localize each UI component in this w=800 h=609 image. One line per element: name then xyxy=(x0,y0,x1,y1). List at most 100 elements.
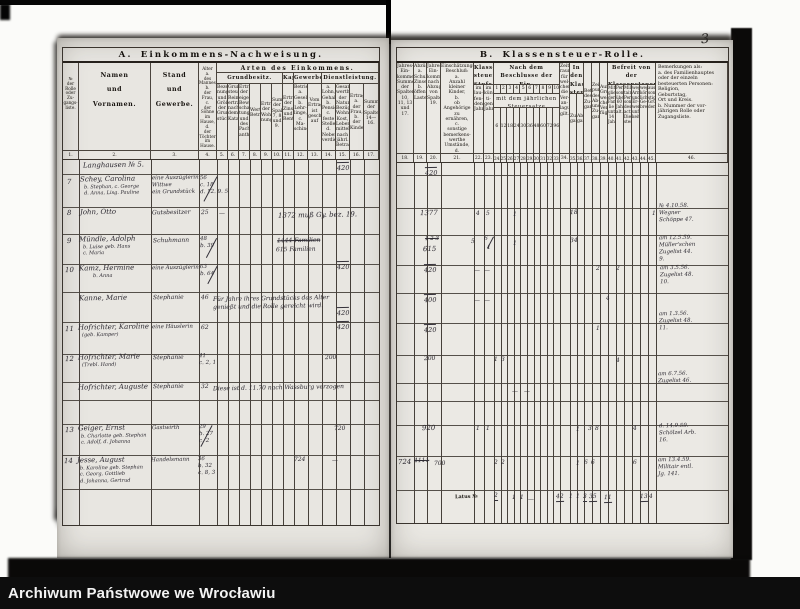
hw-R-r10-c38a: 3 xyxy=(587,424,592,433)
hw-R-r8-d1: — xyxy=(511,387,519,396)
hw-r2-note: 1372 muß Gy. bez. 19. xyxy=(277,210,358,220)
hw-R-r4-c35: 2 xyxy=(595,264,600,273)
hw-R-r4-c36: 2 xyxy=(615,264,620,273)
hw-R-r1-sum: 420 xyxy=(424,166,438,178)
hw-r2-alter: 25 xyxy=(200,208,209,217)
stufe-1: 1 xyxy=(494,85,501,94)
hw-R-r11-c24: 2 xyxy=(493,458,498,467)
hw-r4-num: 10 xyxy=(64,265,74,275)
colnum-27: 27. xyxy=(513,153,521,162)
hw-r2-stand: Gutsbesitzer xyxy=(151,208,191,217)
header-col6: Grund- steuer- Rein- ertrag nach dem Kat… xyxy=(228,84,239,150)
scan-edge-top xyxy=(0,0,389,5)
group-in-den-stufen: In den Klassen- steuer- Stufen xyxy=(569,63,584,94)
colnum-44: 44. xyxy=(639,153,648,162)
colnum-32: 32. xyxy=(546,153,554,162)
hw-r5-note: Für Jahre ihres Grundstücks das Alter ge… xyxy=(212,294,330,311)
hw-r6-stand: eine Häuslerin xyxy=(151,323,193,331)
hw-R-r4-d2: — xyxy=(483,266,491,275)
satz-4: 24 xyxy=(514,108,521,153)
hw-R-r3-c23b: 1 xyxy=(486,243,491,252)
satz-9: 72 xyxy=(547,108,554,153)
hw-R-r2-c45: 1 xyxy=(651,209,656,218)
hw-R-r5-d2: — xyxy=(483,296,491,305)
hw-r10-stand: Gastwirth xyxy=(151,424,180,432)
hw-r5-sum: 420 xyxy=(336,306,350,318)
hw-R-r10-c22: 1 xyxy=(475,424,480,433)
stufe-9: 9 xyxy=(546,85,554,94)
hw-r11-dash: — xyxy=(331,456,339,465)
hw-r3-family: b. Luise geb. Hans c. Maria xyxy=(82,243,131,257)
scan-blob-top-left xyxy=(0,4,10,20)
hw-R-r11-sum: 724 xyxy=(397,457,412,467)
right-page: B. Klassensteuer-Rolle. Jahres- Ein- kom… xyxy=(391,40,733,558)
colnum-10: 10. xyxy=(272,150,283,159)
colnum-7: 7. xyxy=(239,150,250,159)
group-gewerbe: Gewerbe. xyxy=(294,73,322,84)
latus-v10: 11 xyxy=(603,493,612,503)
hw-R-r5-d1: — xyxy=(473,296,481,305)
colnum-11: 11. xyxy=(283,150,294,159)
colnum-24: 24. xyxy=(494,153,501,162)
header-stand: Stand und Gewerbe. xyxy=(151,63,199,150)
stufe-4: 4 xyxy=(513,85,521,94)
header-col45: aus son- stigen Grün- den. xyxy=(648,85,656,153)
left-table-header: № der Rolle oder Zu- gangs- liste. Namen… xyxy=(63,63,379,160)
satz-2: 12 xyxy=(501,108,508,153)
hw-R-r5-sum: 400 xyxy=(423,293,437,305)
latus-v2: 1 xyxy=(511,493,516,502)
satz-1: 6 xyxy=(494,108,501,153)
left-table: A. Einkommens-Nachweisung. № der Rolle o… xyxy=(62,47,380,526)
hw-R-r10-c36: 1 xyxy=(575,425,580,434)
stufe-6: 6 xyxy=(526,85,534,94)
hw-R-r11-remark: am 13.4.59. Militair entl. Jg. 141. xyxy=(657,456,694,478)
header-col36: Ab- gang. xyxy=(577,94,584,153)
colnum-37: 37. xyxy=(583,153,592,162)
latus-v5: 42 xyxy=(555,492,564,502)
colnum-34: 34. xyxy=(559,153,570,162)
header-col38: Zeit- punkt des Ab- und Zu- gangs. xyxy=(592,63,600,153)
header-bemerkungen: Bemerkungen als: a. des Familienhauptes … xyxy=(656,63,728,153)
hw-R-r11-c38a: 6 xyxy=(583,458,588,467)
header-col34: Zeit- raum für wel- chen die Ver- an- la… xyxy=(560,63,570,153)
hw-R-r3-remark: am 12.5.59. Müller'schen Zugelist 44. 9. xyxy=(658,234,696,262)
hw-r6-family: (geb. Kamper) xyxy=(81,331,119,339)
hw-R-r2-c34: 18 xyxy=(569,208,578,217)
header-col39: Auf Grund wel- cher Ver- fügung. xyxy=(600,63,608,153)
hw-R-r5-c36: 4 xyxy=(605,294,610,303)
hw-r4-name: Kamz, Hermine xyxy=(78,263,135,273)
book-spine-top xyxy=(386,0,391,44)
hw-r1-family: b. Stephan, c. George d. Anna, Lisg. Pau… xyxy=(83,183,140,197)
header-arten-des-einkommens: Arten des Einkommens. xyxy=(217,63,379,73)
hw-R-r11-c38b: 6 xyxy=(590,458,595,467)
hw-r10-num: 13 xyxy=(64,425,74,435)
hw-R-r4-remark: am 3.5.56. Zugelist 48. 10. xyxy=(659,264,694,286)
scan-edge-bottom xyxy=(8,558,750,580)
colnum-13: 13. xyxy=(308,150,322,159)
header-col12: Betrieb: a. Gesellen, b. Lehr- linge, c.… xyxy=(294,84,308,150)
hw-R-r3-c34: 34 xyxy=(569,236,578,245)
colnum-23: 23. xyxy=(484,153,494,162)
hw-r2-num: 8 xyxy=(66,208,72,218)
header-col13: Vom Ertrage ist geschätzt auf xyxy=(308,84,322,150)
header-rolle-nr: № der Rolle oder Zu- gangs- liste. xyxy=(63,63,79,150)
left-page-title: A. Einkommens-Nachweisung. xyxy=(63,48,379,63)
header-alter: Alter a. des Mannes, b. der Frau, c. der… xyxy=(199,63,217,150)
hw-r8-name: Hofrichter, Auguste xyxy=(77,382,149,392)
group-kapital: Kapital. xyxy=(283,73,294,84)
colnum-15: 15. xyxy=(336,150,350,159)
stufe-2: 2 xyxy=(500,85,508,94)
group-klassensteuer-stufe: Klassen- steuer- Stufe. xyxy=(474,63,494,85)
colnum-8: 8. xyxy=(250,150,261,159)
hw-r3-struck-value: 1444 Familien xyxy=(276,236,321,245)
hw-R-r8-remark: am 6.7.56. Zugelist 46. xyxy=(657,370,692,385)
right-table-header: Jahres- Ein- kommen. Summe der Spalten 1… xyxy=(397,63,728,163)
hw-r7-num: 12 xyxy=(64,354,74,364)
hw-R-r2-remark: № 4.10.58. Wegner Schöppe 47. xyxy=(658,202,694,224)
hw-R-r3-c22: 5 xyxy=(470,237,475,246)
header-col43: wegen Armuth und Er- werbs- unfähig- kei… xyxy=(632,85,640,153)
hw-r6-sum: 420 xyxy=(336,320,350,332)
header-col20: Jahres- Ein- kommen nach Abzug von Spalt… xyxy=(427,63,441,153)
colnum-29: 29. xyxy=(526,153,534,162)
satz-3: 18 xyxy=(507,108,514,153)
